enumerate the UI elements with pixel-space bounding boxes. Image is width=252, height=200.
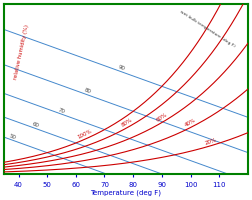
Text: relative humidity (%): relative humidity (%) [13,24,29,80]
Text: 40%: 40% [184,117,197,128]
Text: 60%: 60% [155,112,168,123]
Text: 80: 80 [83,87,91,95]
Text: wet bulb temperature (deg F): wet bulb temperature (deg F) [179,9,236,48]
Text: 60: 60 [32,121,40,129]
X-axis label: Temperature (deg F): Temperature (deg F) [90,189,162,196]
Text: 80%: 80% [121,117,134,128]
Text: 100%: 100% [76,128,92,139]
Text: 50: 50 [9,133,17,140]
Text: 20%: 20% [204,137,217,146]
Text: 70: 70 [57,107,66,114]
Text: 90: 90 [117,65,126,72]
